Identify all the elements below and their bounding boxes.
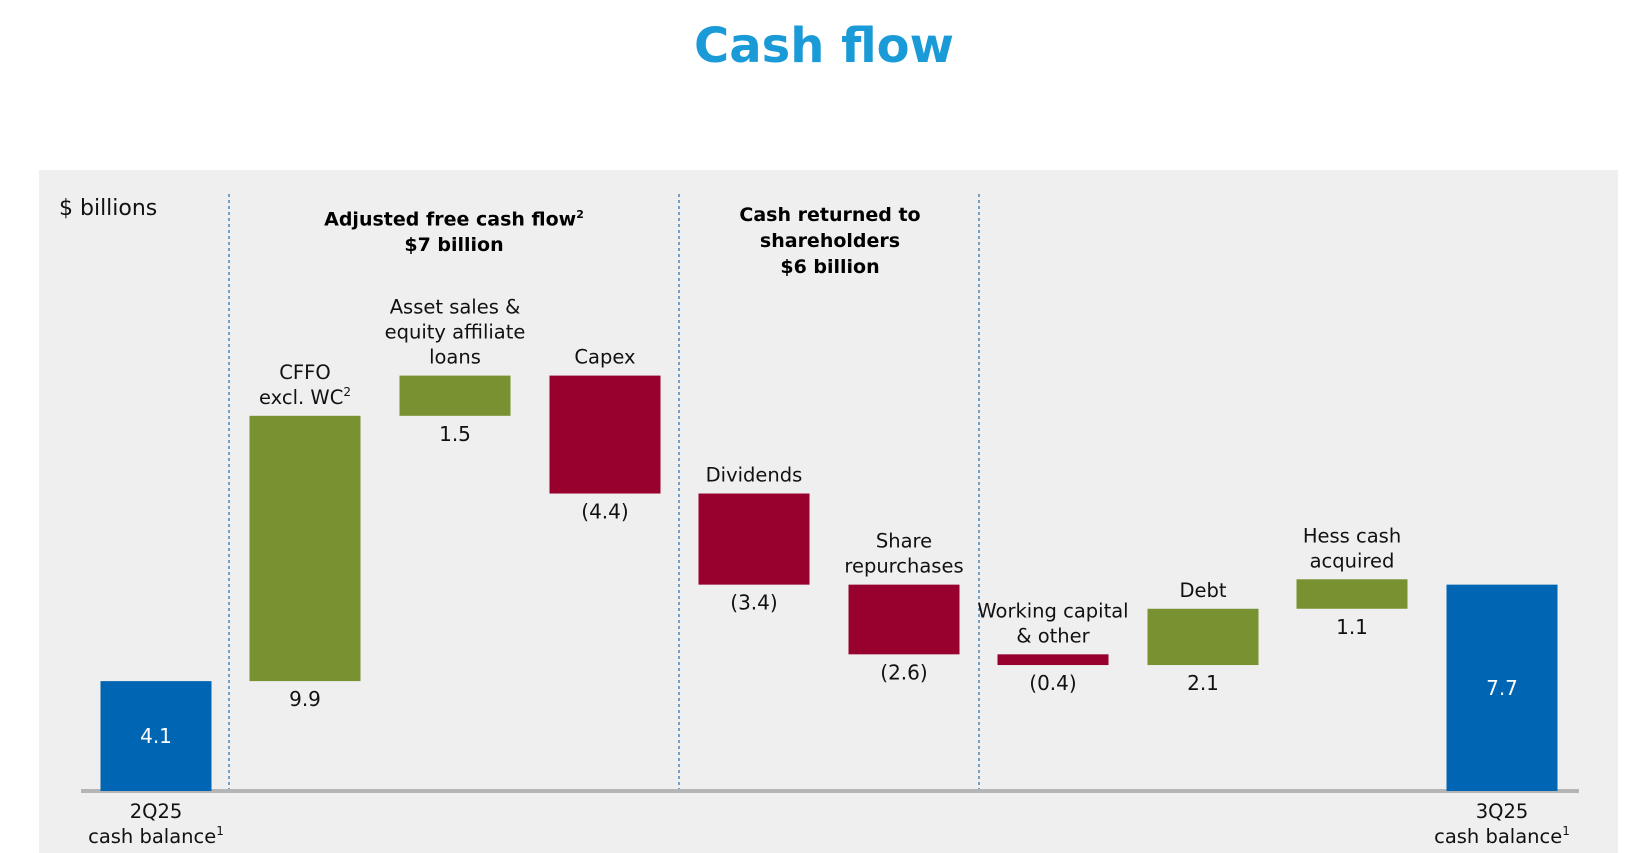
bar-5: [848, 584, 960, 655]
section-header-free-cash-flow: Adjusted free cash flow2 $7 billion: [230, 202, 678, 258]
category-label: Debt: [1179, 579, 1226, 602]
category-label: cash balance1: [1434, 824, 1570, 848]
category-label: Hess cash: [1303, 524, 1401, 547]
category-label: 2Q25: [130, 800, 183, 823]
category-label: Asset sales &: [390, 296, 521, 319]
bar-8: [1296, 579, 1408, 609]
unit-label: $ billions: [59, 196, 158, 221]
section-title: Cash returned to shareholders: [739, 204, 921, 252]
value-label: 1.5: [439, 422, 471, 446]
value-label: (2.6): [880, 660, 927, 684]
category-label: Working capital: [977, 599, 1128, 622]
footnote-marker: 2: [343, 385, 351, 399]
value-label: 4.1: [140, 724, 172, 748]
category-label: Share: [876, 530, 932, 553]
category-label: loans: [429, 346, 481, 369]
footnote-marker: 2: [576, 208, 584, 221]
category-label: 3Q25: [1476, 800, 1529, 823]
section-header-cash-returned: Cash returned to shareholders $6 billion: [680, 202, 980, 280]
category-label: CFFO: [279, 361, 330, 384]
category-label: Capex: [574, 346, 635, 369]
bar-3: [549, 375, 661, 494]
section-total: $6 billion: [780, 256, 880, 278]
value-label: 1.1: [1336, 615, 1368, 639]
value-label: 9.9: [289, 687, 321, 711]
category-label: excl. WC2: [259, 385, 351, 409]
category-label: Dividends: [706, 464, 803, 487]
page-title: Cash flow: [694, 18, 954, 74]
bar-1: [249, 415, 361, 682]
footnote-marker: 1: [216, 824, 224, 838]
category-label: & other: [1016, 624, 1090, 647]
value-label: (3.4): [730, 591, 777, 615]
category-label: repurchases: [844, 555, 963, 578]
category-label: equity affiliate: [385, 321, 526, 344]
bar-2: [399, 375, 511, 416]
bar-0: [100, 681, 212, 791]
value-label: (4.4): [581, 500, 628, 524]
bar-9: [1446, 584, 1558, 791]
category-label: cash balance1: [88, 824, 224, 848]
footnote-marker: 1: [1562, 824, 1570, 838]
value-label: 7.7: [1486, 676, 1518, 700]
section-title: Adjusted free cash flow: [324, 208, 577, 231]
section-total: $7 billion: [404, 234, 504, 257]
value-label: 2.1: [1187, 671, 1219, 695]
bar-4: [698, 493, 810, 585]
value-label: (0.4): [1029, 671, 1076, 695]
category-label: acquired: [1310, 549, 1395, 572]
bar-6: [997, 654, 1109, 666]
bar-7: [1147, 608, 1259, 666]
